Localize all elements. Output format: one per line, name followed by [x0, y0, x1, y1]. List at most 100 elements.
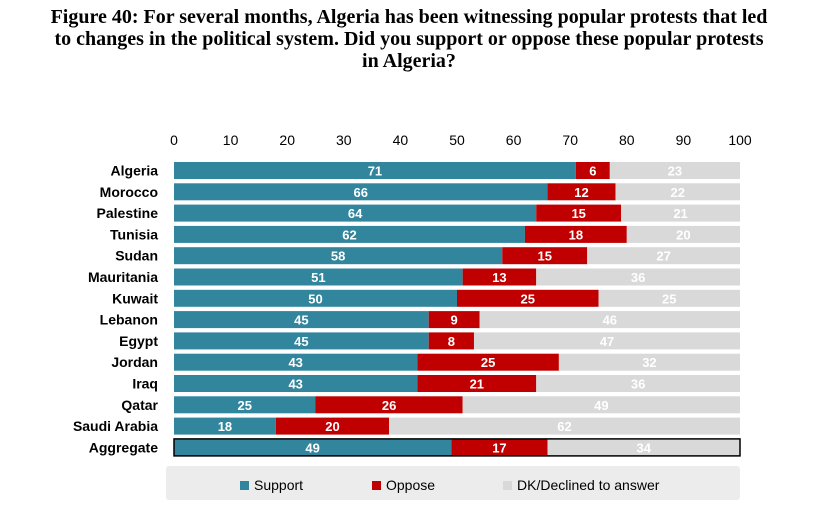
data-label-support: 58 [331, 249, 345, 264]
bar-segment-dk [389, 417, 740, 435]
legend-label-oppose: Oppose [386, 477, 435, 493]
bar-segment-support [174, 247, 503, 265]
bar-segment-support [174, 332, 429, 350]
data-label-dk: 23 [668, 164, 682, 179]
bar-segment-oppose [428, 332, 474, 350]
data-label-dk: 20 [676, 227, 690, 242]
bar-segment-oppose [275, 417, 390, 435]
x-tick-label: 100 [728, 132, 752, 148]
category-label: Tunisia [110, 226, 158, 242]
bar-segment-dk [587, 247, 740, 265]
legend-label-support: Support [254, 477, 303, 493]
data-label-dk: 49 [594, 398, 608, 413]
data-label-support: 71 [368, 164, 382, 179]
bar-segment-support [174, 417, 276, 435]
category-label: Lebanon [100, 312, 158, 328]
bar-segment-dk [609, 162, 740, 179]
category-label: Aggregate [89, 439, 158, 455]
data-label-oppose: 13 [492, 270, 506, 285]
data-label-dk: 47 [600, 334, 614, 349]
bar-segment-support [174, 183, 548, 201]
data-label-support: 25 [238, 398, 252, 413]
chart-title-line-2: to changes in the political system. Did … [54, 28, 764, 50]
data-label-dk: 46 [603, 313, 617, 328]
data-label-oppose: 12 [574, 185, 588, 200]
category-label: Algeria [111, 163, 159, 179]
data-label-support: 64 [348, 206, 363, 221]
data-label-support: 49 [305, 440, 319, 455]
data-label-oppose: 25 [481, 355, 495, 370]
bar-segment-support [174, 204, 537, 222]
data-label-dk: 36 [631, 377, 645, 392]
data-label-dk: 36 [631, 270, 645, 285]
category-label: Saudi Arabia [73, 418, 158, 434]
data-label-dk: 34 [637, 440, 652, 455]
data-label-oppose: 26 [382, 398, 396, 413]
data-label-oppose: 15 [571, 206, 585, 221]
data-label-oppose: 20 [325, 419, 339, 434]
bar-segment-oppose [575, 162, 610, 179]
data-label-dk: 25 [662, 291, 676, 306]
chart-title: Figure 40: For several months, Algeria h… [0, 6, 818, 72]
bar-segment-oppose [536, 204, 622, 222]
data-label-dk: 27 [656, 249, 670, 264]
category-label: Morocco [100, 184, 158, 200]
bar-segment-dk [473, 332, 740, 350]
bar-segment-oppose [457, 289, 599, 307]
x-tick-label: 50 [449, 132, 465, 148]
data-label-oppose: 25 [521, 291, 535, 306]
bar-segment-dk [626, 225, 740, 243]
bar-segment-dk [462, 396, 740, 414]
x-tick-label: 60 [506, 132, 522, 148]
x-tick-label: 80 [619, 132, 635, 148]
aggregate-outline [173, 438, 741, 457]
data-label-support: 45 [294, 334, 308, 349]
category-label: Mauritania [88, 269, 158, 285]
category-label: Palestine [97, 205, 159, 221]
legend-swatch-dk [503, 481, 512, 490]
bar-segment-oppose [417, 353, 559, 371]
data-label-support: 51 [311, 270, 325, 285]
bar-segment-dk [558, 353, 740, 371]
data-label-oppose: 21 [470, 377, 484, 392]
category-labels: Algeria Morocco Palestine Tunisia Sudan Mauri… [73, 163, 159, 456]
bar-segment-support [174, 311, 429, 329]
bar-segment-support [174, 162, 576, 179]
bar-segment-support [174, 225, 525, 243]
data-label-oppose: 18 [569, 227, 583, 242]
data-label-dk: 62 [557, 419, 571, 434]
bar-segment-oppose [524, 225, 627, 243]
bar-segment-dk [621, 204, 740, 222]
chart-title-line-3: in Algeria? [362, 50, 456, 72]
legend-label-dk: DK/Declined to answer [517, 477, 660, 493]
data-label-support: 62 [342, 227, 356, 242]
bar-segment-dk [615, 183, 740, 201]
data-label-support: 66 [354, 185, 368, 200]
legend-swatch-support [240, 481, 249, 490]
bar-segment-oppose [547, 183, 616, 201]
x-tick-label: 90 [676, 132, 692, 148]
bar-segment-dk [536, 375, 740, 392]
data-label-dk: 22 [671, 185, 685, 200]
bar-segment-support [174, 375, 418, 392]
bar-segment-support [174, 396, 316, 414]
data-label-support: 43 [288, 355, 302, 370]
data-label-support: 50 [308, 291, 322, 306]
bar-segment-oppose [462, 268, 537, 286]
x-tick-label: 30 [336, 132, 352, 148]
x-tick-label: 20 [279, 132, 295, 148]
bar-segment-support [174, 438, 452, 456]
x-tick-label: 70 [562, 132, 578, 148]
bar-segment-oppose [502, 247, 588, 265]
data-label-dk: 32 [642, 355, 656, 370]
bar-segment-oppose [417, 375, 537, 392]
data-label-oppose: 15 [537, 249, 551, 264]
category-label: Kuwait [112, 290, 158, 306]
data-label-oppose: 6 [589, 164, 596, 179]
data-label-dk: 21 [673, 206, 687, 221]
chart-title-line-1: Figure 40: For several months, Algeria h… [50, 6, 768, 28]
bar-segment-dk [536, 268, 740, 286]
category-label: Egypt [119, 333, 158, 349]
